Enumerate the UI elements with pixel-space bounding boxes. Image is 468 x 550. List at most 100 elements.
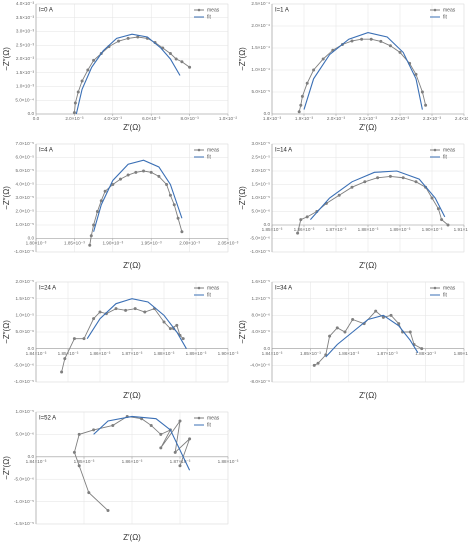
y-tick-label: 1.0×10⁻³ [16, 84, 35, 89]
data-point [111, 423, 115, 427]
y-axis-label: −Z″(Ω) [2, 320, 11, 344]
y-tick-label: 5.0×10⁻⁶ [252, 209, 271, 214]
data-point [414, 180, 418, 184]
data-point [420, 347, 424, 351]
data-point [95, 210, 99, 213]
y-tick-label: 2.0×10⁻³ [16, 56, 35, 61]
x-tick-label: 6.0×10⁻³ [142, 116, 161, 121]
data-point [436, 207, 440, 211]
data-point [111, 183, 115, 186]
data-point [335, 326, 339, 330]
data-point [133, 307, 137, 311]
legend-label: meas [443, 285, 456, 291]
y-tick-label: 2.5×10⁻⁴ [251, 1, 270, 6]
data-point [420, 90, 424, 94]
data-point [76, 90, 80, 94]
legend-label: fit [207, 154, 212, 160]
legend-label: meas [443, 147, 456, 153]
data-point [72, 337, 76, 341]
data-point [168, 327, 172, 331]
data-point [142, 169, 146, 173]
y-tick-label: -4.0×10⁻⁶ [250, 363, 270, 368]
y-tick-label: 5.0×10⁻⁶ [16, 432, 35, 437]
x-tick-label: 1.89×10⁻³ [186, 351, 207, 356]
y-tick-label: 1.0×10⁻⁵ [251, 195, 270, 200]
x-tick-label: 1.86×10⁻³ [122, 459, 143, 464]
legend-label: meas [207, 7, 220, 13]
panel-title: I=4 A [39, 148, 53, 154]
data-point [388, 174, 392, 178]
data-point [88, 243, 92, 247]
data-point [328, 334, 332, 338]
data-point [136, 35, 140, 39]
x-tick-label: 1.0×10⁻² [219, 116, 238, 121]
legend-label: meas [207, 285, 220, 291]
data-point [389, 313, 393, 317]
panel-title: I=14 A [275, 148, 292, 154]
y-tick-label: 1.0×10⁻⁴ [251, 67, 270, 72]
y-tick-label: 7.0×10⁻⁵ [15, 141, 34, 146]
y-axis-label: −Z″(Ω) [2, 456, 11, 480]
y-axis-label: −Z″(Ω) [2, 186, 11, 210]
y-tick-label: 2.0×10⁻⁵ [251, 168, 270, 173]
panel-title: I=0 A [39, 8, 53, 14]
legend-label: fit [443, 292, 448, 298]
data-point [175, 323, 179, 327]
data-point [424, 103, 428, 107]
series-line [93, 159, 183, 232]
x-tick-label: 4.0×10⁻³ [104, 116, 123, 121]
data-point [181, 337, 185, 341]
y-tick-label: 2.5×10⁻⁵ [251, 155, 270, 160]
data-point [305, 81, 309, 85]
x-tick-label: 2.3×10⁻³ [423, 116, 442, 121]
data-point [106, 509, 110, 513]
y-tick-label: 2.5×10⁻³ [16, 42, 35, 47]
x-tick-label: 8.0×10⁻³ [181, 116, 200, 121]
x-tick-label: 2.2×10⁻³ [391, 116, 410, 121]
data-point [305, 215, 309, 219]
y-tick-label: 1.5×10⁻⁵ [251, 182, 270, 187]
x-axis-label: Z′(Ω) [123, 391, 141, 400]
data-point [72, 450, 76, 454]
y-tick-label: 3.0×10⁻⁵ [251, 141, 270, 146]
y-tick-label: 0.0 [28, 346, 35, 351]
y-tick-label: 0.0 [28, 454, 35, 459]
x-tick-label: 1.85×10⁻³ [74, 459, 95, 464]
data-point [312, 363, 316, 367]
data-point [92, 317, 96, 321]
y-tick-label: -1.0×10⁻⁵ [14, 249, 34, 254]
data-point [440, 218, 444, 222]
data-point [73, 101, 77, 105]
x-tick-label: 1.87×10⁻³ [170, 459, 191, 464]
data-point [401, 176, 405, 180]
y-tick-label: 2.0×10⁻⁴ [251, 23, 270, 28]
data-point [388, 44, 392, 48]
x-axis-label: Z′(Ω) [123, 123, 141, 132]
panel-title: I=52 A [39, 416, 56, 422]
panel-title: I=24 A [39, 286, 56, 292]
x-tick-label: 1.86×10⁻³ [338, 351, 359, 356]
x-tick-label: 1.88×10⁻³ [415, 351, 436, 356]
y-tick-label: 0.0 [28, 111, 35, 116]
y-tick-label: 5.0×10⁻⁵ [15, 168, 34, 173]
y-tick-label: 1.5×10⁻⁴ [251, 45, 270, 50]
x-tick-label: 1.90×10⁻³ [422, 227, 443, 232]
data-point [77, 432, 81, 436]
data-point [63, 357, 67, 361]
y-tick-label: 1.0×10⁻⁵ [15, 409, 34, 414]
legend-label: fit [207, 292, 212, 298]
data-point [176, 216, 180, 220]
y-tick-label: 0.0 [264, 111, 271, 116]
data-point [92, 223, 96, 227]
data-point [300, 94, 304, 98]
data-point [99, 199, 103, 203]
data-point [60, 370, 64, 374]
x-tick-label: 1.89×10⁻³ [454, 351, 468, 356]
data-point [321, 57, 325, 61]
legend-label: fit [207, 14, 212, 20]
data-point [86, 68, 90, 72]
x-tick-label: 1.95×10⁻³ [141, 241, 162, 246]
y-tick-label: 1.2×10⁻⁵ [251, 296, 270, 301]
data-point [178, 464, 182, 468]
data-point [299, 218, 303, 222]
